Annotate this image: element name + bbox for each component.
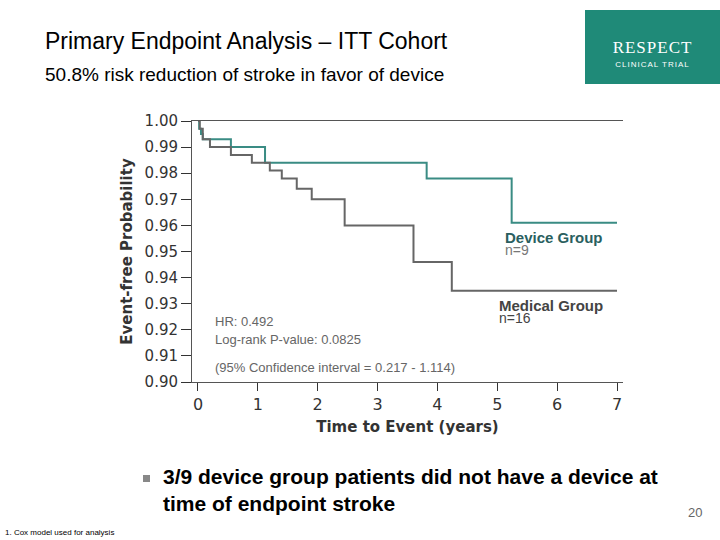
- html-text:20: 20: [688, 505, 703, 520]
- svg-text:0.93: 0.93: [145, 295, 178, 313]
- svg-text:6: 6: [552, 395, 562, 414]
- svg-text:1.00: 1.00: [145, 112, 178, 130]
- svg-text:Time to Event (years): Time to Event (years): [316, 418, 498, 436]
- svg-text:n=16: n=16: [499, 310, 531, 326]
- html-text:50.8% risk reduction of stroke: 50.8% risk reduction of stroke in favor …: [45, 64, 445, 85]
- html-text:RESPECT: RESPECT: [612, 38, 693, 57]
- svg-text:0.97: 0.97: [145, 191, 178, 209]
- svg-text:(95% Confidence interval = 0.2: (95% Confidence interval = 0.217 - 1.114…: [215, 360, 455, 375]
- svg-text:4: 4: [432, 395, 442, 414]
- svg-text:0.94: 0.94: [145, 269, 178, 287]
- svg-text:5: 5: [492, 395, 502, 414]
- svg-text:0.91: 0.91: [145, 347, 178, 365]
- svg-text:0.98: 0.98: [145, 164, 178, 182]
- svg-text:Log-rank P-value: 0.0825: Log-rank P-value: 0.0825: [215, 332, 361, 347]
- svg-text:1: 1: [253, 395, 263, 414]
- svg-text:0.92: 0.92: [145, 321, 178, 339]
- svg-text:7: 7: [612, 395, 622, 414]
- svg-text:0.99: 0.99: [145, 138, 178, 156]
- svg-text:n=9: n=9: [505, 242, 529, 258]
- html-text:3/9 device group patients did: 3/9 device group patients did not have a…: [163, 465, 658, 515]
- svg-text:Device Group: Device Group: [505, 229, 603, 246]
- html-text:1. Cox model used for analysis: 1. Cox model used for analysis: [5, 528, 115, 537]
- svg-text:Medical Group: Medical Group: [499, 297, 603, 314]
- html-text:Primary Endpoint Analysis – IT: Primary Endpoint Analysis – ITT Cohort: [45, 28, 448, 54]
- svg-text:2: 2: [313, 395, 323, 414]
- svg-text:0.90: 0.90: [145, 373, 178, 391]
- svg-text:Event-free Probability: Event-free Probability: [118, 158, 136, 345]
- svg-text:HR: 0.492: HR: 0.492: [215, 314, 274, 329]
- svg-text:0.95: 0.95: [145, 243, 178, 261]
- html-text:CLINICAL TRIAL: CLINICAL TRIAL: [615, 60, 690, 69]
- svg-text:0.96: 0.96: [145, 217, 178, 235]
- svg-text:0: 0: [193, 395, 203, 414]
- svg-text:3: 3: [372, 395, 382, 414]
